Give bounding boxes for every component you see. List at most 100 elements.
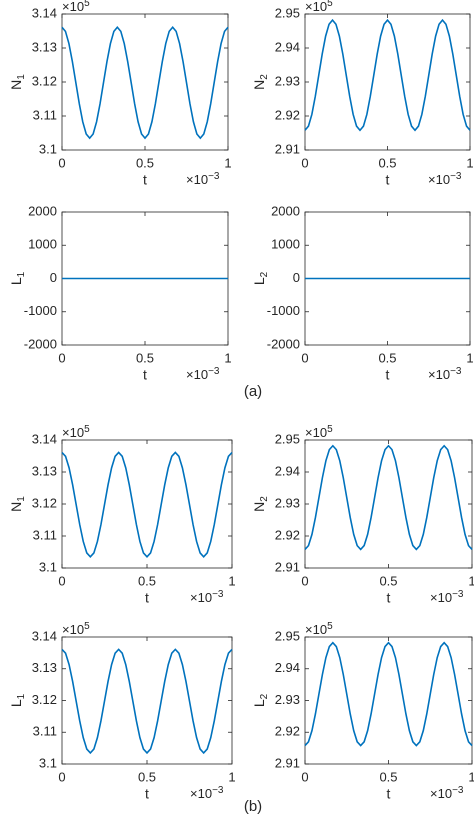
y-tick-label: 3.14	[32, 5, 57, 20]
x-tick-label: 0.5	[379, 769, 397, 784]
y-label-subscript: 1	[16, 74, 27, 80]
y-tick-label: 3.14	[32, 431, 57, 446]
y-axis-label: N2	[251, 496, 270, 512]
x-tick-label: 0.5	[378, 155, 396, 170]
x-tick-label: 0	[301, 573, 308, 588]
x-axis-label: t	[386, 367, 390, 383]
y-label-main: N	[251, 80, 267, 90]
multiplier-base: ×10	[430, 590, 452, 605]
y-axis-label: L1	[8, 271, 27, 285]
y-tick-label: 3.11	[33, 724, 57, 739]
y-tick-label: 3.12	[32, 495, 57, 510]
y-tick-label: 3.12	[32, 692, 57, 707]
axes-box	[61, 439, 233, 569]
y-tick-label: -1000	[24, 303, 57, 318]
y-label-main: N	[8, 80, 24, 90]
y-tick-label: 1000	[271, 237, 300, 252]
x-multiplier: ×10−3	[428, 366, 462, 383]
data-line	[304, 641, 473, 747]
multiplier-exponent: −3	[450, 366, 462, 377]
y-axis-label: L1	[8, 693, 27, 707]
y-label-subscript: 2	[259, 271, 270, 277]
y-axis-label: L2	[251, 271, 270, 285]
multiplier-exponent: 5	[84, 424, 90, 435]
y-axis-label: N1	[8, 74, 27, 90]
y-tick-label: 2.95	[275, 5, 300, 20]
multiplier-base: ×10	[62, 622, 84, 637]
x-tick-label: 0.5	[138, 573, 156, 588]
multiplier-exponent: −3	[208, 366, 220, 377]
y-tick-label: 2.94	[275, 463, 300, 478]
x-multiplier: ×10−3	[428, 171, 462, 188]
multiplier-base: ×10	[190, 590, 212, 605]
y-tick-label: 2000	[28, 203, 57, 218]
x-tick-label: 0.5	[136, 155, 154, 170]
y-tick-label: -2000	[267, 336, 300, 351]
multiplier-exponent: −3	[452, 785, 464, 796]
data-line	[61, 451, 233, 558]
y-axis-label: L2	[251, 693, 270, 707]
y-tick-label: 2.91	[275, 559, 300, 574]
y-multiplier: ×105	[62, 621, 90, 638]
x-axis-label: t	[143, 172, 147, 188]
y-tick-label: 3.13	[32, 463, 57, 478]
y-label-main: L	[251, 699, 267, 707]
y-tick-label: 1000	[28, 237, 57, 252]
multiplier-exponent: −3	[450, 171, 462, 182]
y-tick-label: 0	[50, 270, 57, 285]
y-tick-label: -2000	[24, 336, 57, 351]
panel-label: (a)	[244, 383, 262, 400]
y-tick-label: 2.92	[275, 527, 300, 542]
multiplier-base: ×10	[428, 367, 450, 382]
y-tick-label: 2.94	[275, 660, 300, 675]
multiplier-exponent: −3	[452, 589, 464, 600]
multiplier-exponent: 5	[84, 0, 90, 9]
multiplier-base: ×10	[305, 622, 327, 637]
x-tick-label: 1	[224, 350, 231, 365]
data-line	[61, 648, 233, 755]
x-tick-label: 1	[224, 155, 231, 170]
multiplier-exponent: −3	[212, 785, 224, 796]
y-tick-label: 3.11	[33, 107, 57, 122]
y-tick-label: 3.13	[32, 39, 57, 54]
y-multiplier: ×105	[305, 424, 333, 441]
y-tick-label: 3.1	[39, 559, 57, 574]
axes-box	[61, 636, 233, 765]
multiplier-base: ×10	[430, 786, 452, 801]
multiplier-base: ×10	[428, 172, 450, 187]
multiplier-base: ×10	[305, 425, 327, 440]
y-multiplier: ×105	[305, 621, 333, 638]
data-line	[61, 26, 229, 140]
x-tick-label: 1	[466, 155, 473, 170]
x-multiplier: ×10−3	[190, 785, 224, 802]
x-axis-label: t	[387, 590, 391, 606]
multiplier-base: ×10	[62, 0, 84, 14]
data-line	[304, 444, 473, 551]
x-axis-label: t	[386, 172, 390, 188]
y-tick-label: 3.12	[32, 73, 57, 88]
x-multiplier: ×10−3	[430, 785, 464, 802]
y-label-main: N	[251, 502, 267, 512]
y-tick-label: 2.93	[275, 692, 300, 707]
data-line	[304, 18, 471, 132]
x-tick-label: 0.5	[378, 350, 396, 365]
y-label-subscript: 2	[259, 693, 270, 699]
y-label-subscript: 1	[16, 693, 27, 699]
y-tick-label: 2.92	[275, 724, 300, 739]
multiplier-base: ×10	[186, 367, 208, 382]
x-tick-label: 0	[301, 155, 308, 170]
y-tick-label: 2.95	[275, 628, 300, 643]
y-multiplier: ×105	[62, 0, 90, 14]
x-axis-label: t	[387, 786, 391, 802]
x-tick-label: 1	[228, 769, 235, 784]
x-tick-label: 0	[301, 350, 308, 365]
multiplier-base: ×10	[190, 786, 212, 801]
y-label-subscript: 2	[259, 74, 270, 80]
multiplier-exponent: 5	[327, 621, 333, 632]
x-multiplier: ×10−3	[186, 366, 220, 383]
axes-box	[61, 13, 229, 151]
y-tick-label: 3.1	[39, 141, 57, 156]
multiplier-exponent: 5	[327, 424, 333, 435]
x-tick-label: 0.5	[136, 350, 154, 365]
